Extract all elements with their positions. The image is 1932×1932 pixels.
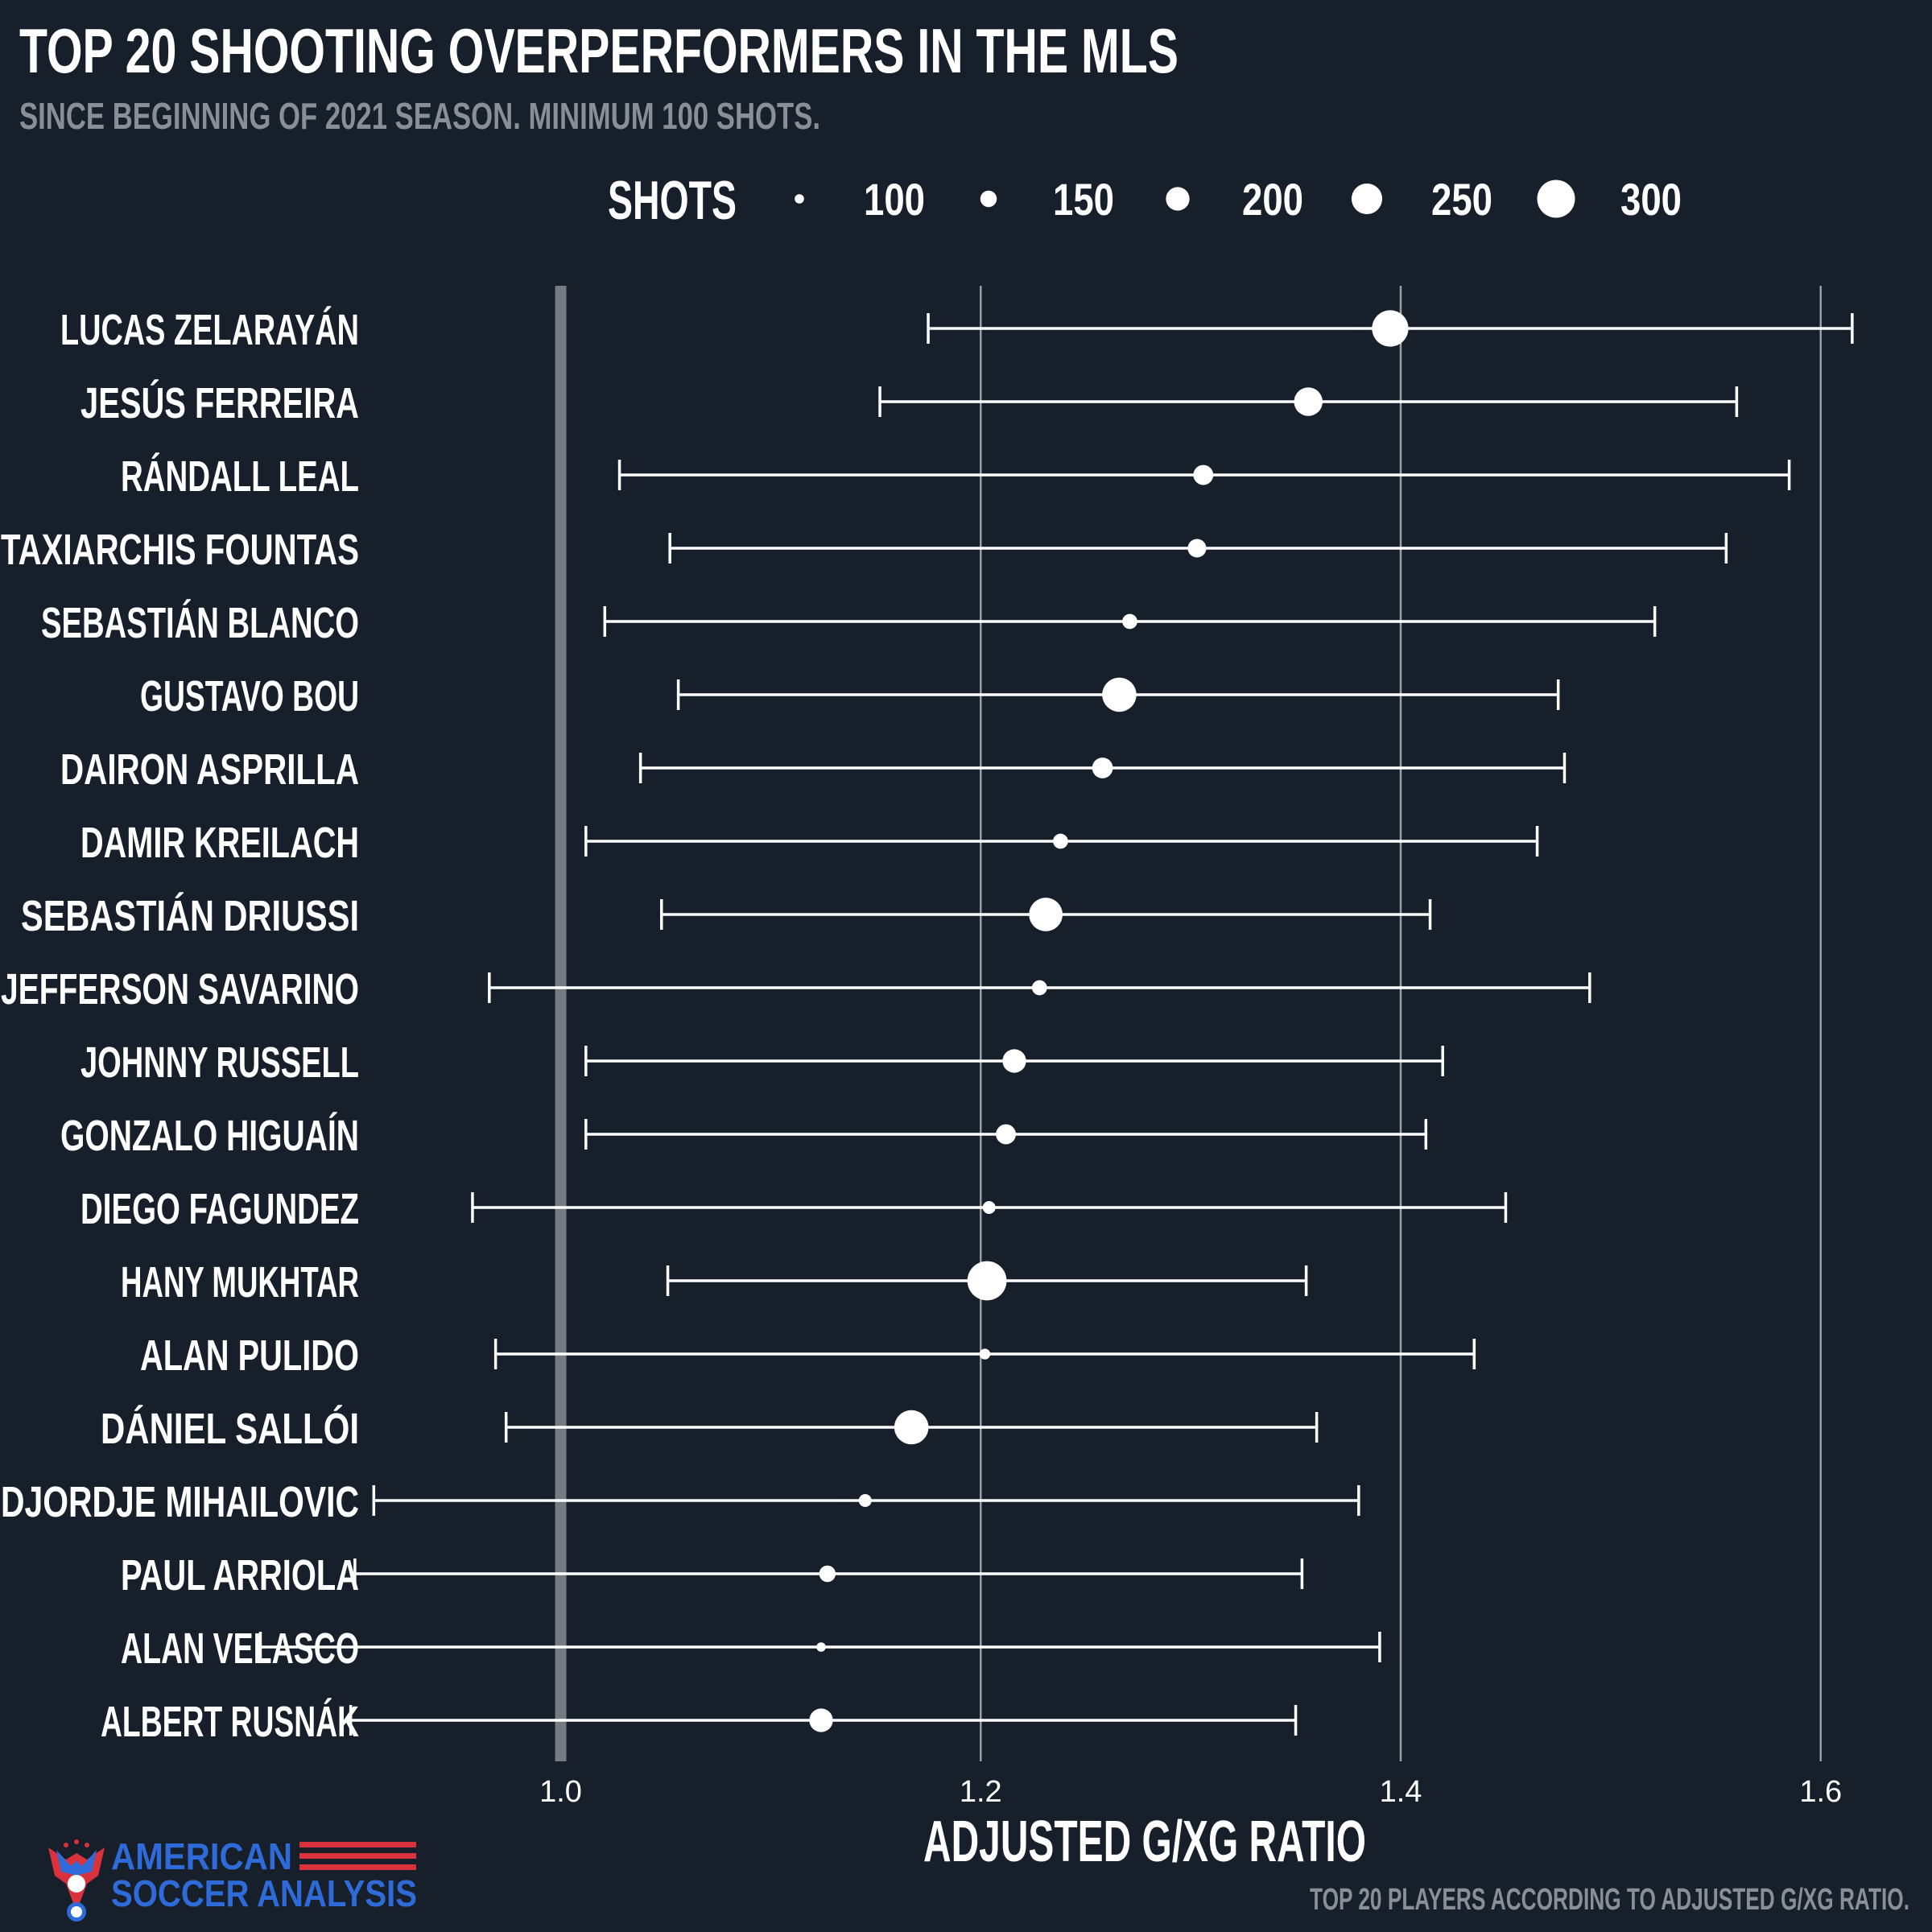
size-legend-label: 150 <box>1053 174 1114 225</box>
player-name: SEBASTIÁN DRIUSSI <box>21 892 359 940</box>
player-rows: LUCAS ZELARAYÁN JESÚS FERREIRA RÁNDALL LEA… <box>1 306 1854 1746</box>
player-row: DÁNIEL SALLÓI <box>101 1405 1319 1453</box>
size-legend-circle <box>795 194 804 204</box>
eagle-icon <box>48 1839 105 1922</box>
player-row: JOHNNY RUSSELL <box>80 1038 1444 1087</box>
player-point <box>809 1708 833 1732</box>
player-row: SEBASTIÁN DRIUSSI <box>21 892 1432 940</box>
player-point <box>1031 980 1047 996</box>
player-point <box>1122 613 1137 630</box>
player-point <box>816 1642 826 1652</box>
player-point <box>1029 898 1063 931</box>
asa-logo: AMERICAN SOCCER ANALYSIS <box>48 1835 417 1922</box>
x-tick-label: 1.0 <box>539 1775 582 1809</box>
player-name: GONZALO HIGUAÍN <box>60 1112 359 1160</box>
size-legend-title: SHOTS <box>608 170 737 231</box>
logo-line-1: AMERICAN <box>111 1835 292 1877</box>
player-name: JESÚS FERREIRA <box>80 379 359 427</box>
player-point <box>1092 758 1113 778</box>
player-row: LUCAS ZELARAYÁN <box>60 306 1854 354</box>
player-point <box>1372 310 1409 347</box>
x-tick-label: 1.4 <box>1380 1775 1422 1809</box>
player-point <box>1193 464 1214 485</box>
chart-title: TOP 20 SHOOTING OVERPERFORMERS IN THE ML… <box>19 15 1179 86</box>
logo-stripe <box>299 1864 416 1870</box>
player-row: GONZALO HIGUAÍN <box>60 1112 1428 1160</box>
player-name: LUCAS ZELARAYÁN <box>60 306 359 354</box>
player-row: DJORDJE MIHAILOVIC <box>1 1478 1360 1526</box>
size-legend-circle <box>1537 180 1575 218</box>
player-row: JEFFERSON SAVARINO <box>1 965 1591 1013</box>
player-row: SEBASTIÁN BLANCO <box>41 599 1657 647</box>
player-name: TAXIARCHIS FOUNTAS <box>1 526 359 574</box>
player-name: ALBERT RUSNÁK <box>101 1698 359 1746</box>
player-point <box>858 1493 872 1508</box>
chart-subtitle: SINCE BEGINNING OF 2021 SEASON. MINIMUM … <box>19 95 820 137</box>
player-name: DAIRON ASPRILLA <box>60 745 359 794</box>
size-legend-label: 250 <box>1431 174 1492 225</box>
player-name: RÁNDALL LEAL <box>121 452 359 501</box>
x-tick-label: 1.2 <box>960 1775 1002 1809</box>
player-name: JOHNNY RUSSELL <box>80 1038 359 1087</box>
size-legend-label: 300 <box>1620 174 1682 225</box>
player-name: DJORDJE MIHAILOVIC <box>1 1478 359 1526</box>
player-point <box>982 1200 996 1215</box>
x-tick-label: 1.6 <box>1799 1775 1842 1809</box>
player-name: SEBASTIÁN BLANCO <box>41 599 359 647</box>
footer-caption: TOP 20 PLAYERS ACCORDING TO ADJUSTED G/X… <box>1310 1883 1909 1917</box>
player-name: PAUL ARRIOLA <box>121 1551 359 1600</box>
player-row: DAIRON ASPRILLA <box>60 745 1567 794</box>
player-row: ALBERT RUSNÁK <box>101 1698 1298 1746</box>
logo-line-2: SOCCER ANALYSIS <box>111 1872 417 1914</box>
player-row: RÁNDALL LEAL <box>121 452 1791 501</box>
player-point <box>1294 387 1323 416</box>
player-name: GUSTAVO BOU <box>140 672 359 720</box>
player-point <box>979 1348 991 1360</box>
player-name: DÁNIEL SALLÓI <box>101 1405 359 1453</box>
size-legend-label: 200 <box>1242 174 1303 225</box>
player-point <box>967 1261 1007 1301</box>
size-legend-circle <box>1166 187 1190 211</box>
player-row: ALAN VELASCO <box>121 1624 1381 1673</box>
player-point <box>1102 677 1137 712</box>
player-name: DAMIR KREILACH <box>80 819 359 867</box>
player-row: HANY MUKHTAR <box>121 1258 1308 1307</box>
player-row: DIEGO FAGUNDEZ <box>80 1185 1508 1233</box>
logo-stripe <box>299 1842 416 1847</box>
player-name: ALAN VELASCO <box>121 1624 359 1673</box>
x-axis-ticks: 1.0 1.2 1.4 1.6 <box>539 1775 1842 1809</box>
player-row: ALAN PULIDO <box>140 1331 1476 1380</box>
size-legend-circle <box>1351 183 1383 215</box>
player-row: PAUL ARRIOLA <box>121 1551 1304 1600</box>
size-legend-label: 100 <box>864 174 925 225</box>
player-row: GUSTAVO BOU <box>140 672 1560 720</box>
player-name: DIEGO FAGUNDEZ <box>80 1185 359 1233</box>
size-legend-circle <box>980 190 997 208</box>
size-legend: SHOTS 100 150 200 250 300 <box>608 170 1682 231</box>
player-name: HANY MUKHTAR <box>121 1258 359 1307</box>
player-point <box>1053 833 1068 849</box>
player-point <box>819 1565 836 1583</box>
player-name: JEFFERSON SAVARINO <box>1 965 359 1013</box>
player-name: ALAN PULIDO <box>140 1331 359 1380</box>
player-point <box>996 1124 1017 1145</box>
player-row: JESÚS FERREIRA <box>80 379 1739 427</box>
player-point <box>1187 539 1207 558</box>
gridlines <box>980 286 1822 1761</box>
player-point <box>1002 1049 1026 1073</box>
x-axis-label: ADJUSTED G/XG RATIO <box>923 1810 1366 1874</box>
player-row: DAMIR KREILACH <box>80 819 1539 867</box>
player-row: TAXIARCHIS FOUNTAS <box>1 526 1728 574</box>
player-point <box>894 1410 929 1445</box>
logo-stripe <box>299 1853 416 1859</box>
